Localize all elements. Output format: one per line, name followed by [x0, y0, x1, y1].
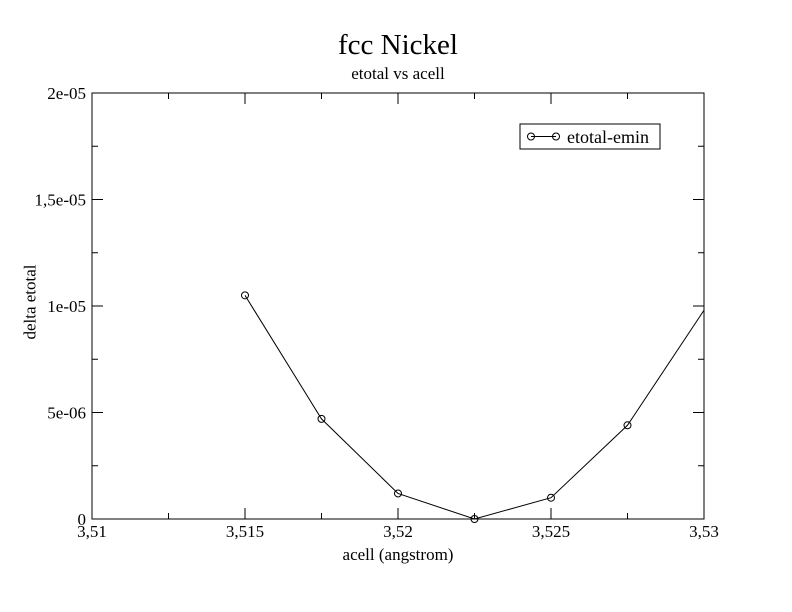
chart-subtitle: etotal vs acell	[351, 64, 445, 83]
data-point-marker	[317, 414, 326, 423]
x-tick-label: 3,51	[77, 522, 107, 541]
x-tick-label: 3,515	[226, 522, 264, 541]
x-axis-title: acell (angstrom)	[342, 545, 454, 564]
legend-box	[519, 123, 661, 150]
y-tick-label: 1,5e-05	[35, 191, 86, 210]
axis-ticks	[91, 92, 705, 520]
legend-marker-sample	[552, 132, 560, 141]
x-tick-label: 3,525	[532, 522, 570, 541]
y-tick-label: 5e-06	[47, 404, 86, 423]
y-tick-label: 1e-05	[47, 297, 86, 316]
data-point-marker	[241, 291, 249, 300]
legend: etotal-emin	[519, 123, 661, 150]
plot-frame	[91, 92, 705, 520]
data-line	[244, 295, 705, 520]
data-point-marker	[547, 493, 555, 502]
y-tick-label: 2e-05	[47, 84, 86, 103]
legend-marker-sample	[527, 132, 535, 141]
data-point-marker	[470, 515, 479, 523]
x-tick-label: 3,53	[689, 522, 719, 541]
tick-labels: 3,51 3,515 3,52 3,525 3,53 0 5e-06 1e-05 1,5e-05…	[35, 84, 719, 541]
chart-title: fcc Nickel	[338, 29, 458, 61]
data-point-marker	[394, 489, 402, 498]
legend-label: etotal-emin	[567, 127, 649, 147]
data-point-marker	[623, 421, 632, 430]
y-tick-label: 0	[78, 510, 87, 529]
x-tick-label: 3,52	[383, 522, 413, 541]
